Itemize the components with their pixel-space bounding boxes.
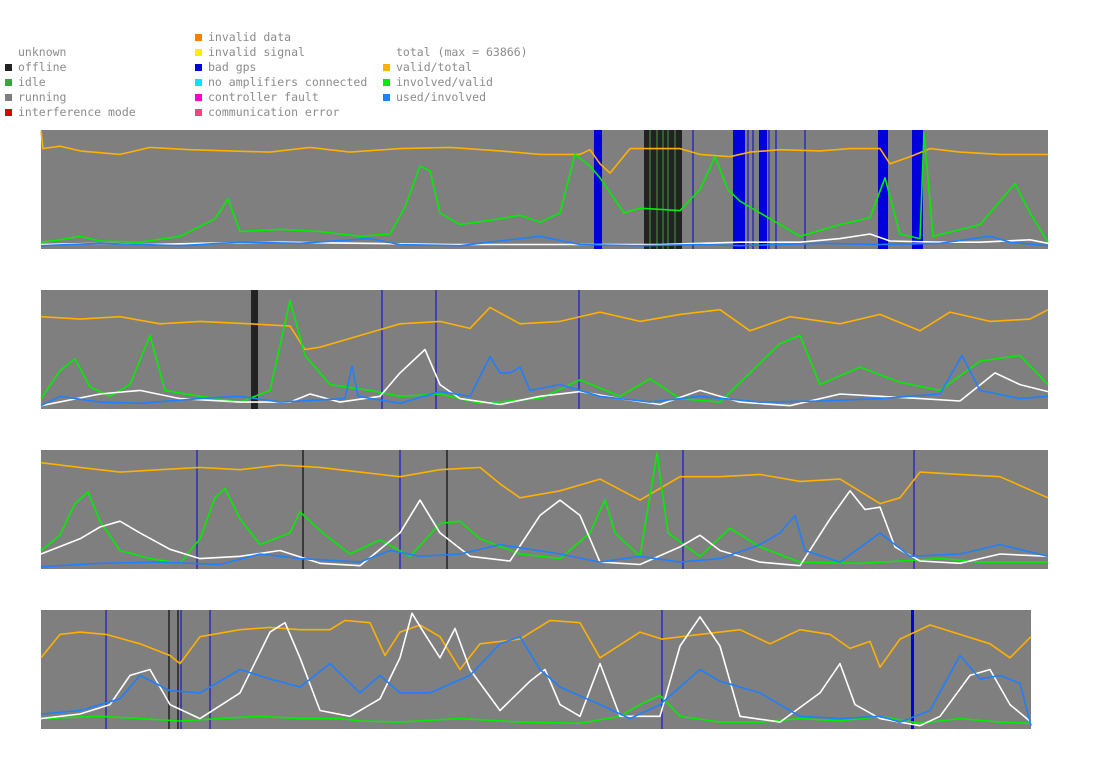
legend-ratios: total (max = 63866) valid/total involved… <box>383 45 528 105</box>
legend-swatch <box>5 94 12 101</box>
series-line-valid-total <box>40 130 1048 174</box>
series-line-valid-total <box>40 619 1032 671</box>
legend-errors: invalid data invalid signal bad gps no a… <box>195 30 367 120</box>
panel-background <box>41 610 1031 729</box>
legend-item-interference-mode: interference mode <box>5 105 136 120</box>
series-line-involved-valid <box>40 452 1048 565</box>
legend-swatch <box>5 109 12 116</box>
legend-swatch <box>195 79 202 86</box>
legend-label: used/involved <box>396 90 487 104</box>
legend-label: invalid signal <box>208 45 305 59</box>
legend-swatch <box>5 64 12 71</box>
legend-item-unknown: unknown <box>5 45 136 60</box>
chart-panel-1 <box>40 130 1049 249</box>
legend-label: unknown <box>18 45 67 59</box>
bad-gps-band <box>594 130 602 249</box>
series-line-used-involved <box>40 235 1049 247</box>
legend-label: running <box>18 90 67 104</box>
series-line-used-involved <box>40 514 1049 568</box>
legend-item-no-amplifiers: no amplifiers connected <box>195 75 367 90</box>
legend-item-total: total (max = 63866) <box>383 45 528 60</box>
bad-gps-band <box>759 130 767 249</box>
legend-label: involved/valid <box>396 75 493 89</box>
legend-label: valid/total <box>396 60 473 74</box>
legend-item-invalid-data: invalid data <box>195 30 367 45</box>
series-line-used-involved <box>40 635 1032 726</box>
panel-background <box>41 290 1048 409</box>
offline-band <box>251 290 258 409</box>
legend-swatch <box>195 64 202 71</box>
legend-swatch <box>5 79 12 86</box>
legend-swatch <box>195 49 202 56</box>
legend-label: bad gps <box>208 60 257 74</box>
series-line-used-involved <box>40 354 1049 407</box>
legend-swatch <box>195 94 202 101</box>
legend-label: communication error <box>208 105 340 119</box>
bad-gps-band <box>912 130 923 249</box>
legend-item-controller-fault: controller fault <box>195 90 367 105</box>
legend-label: offline <box>18 60 67 74</box>
chart-panel-3 <box>40 450 1049 569</box>
chart-panel-4 <box>40 610 1032 729</box>
legend-swatch <box>383 64 390 71</box>
series-line-total <box>40 612 1032 727</box>
legend-label: invalid data <box>208 30 292 44</box>
series-line-total <box>40 489 1049 567</box>
legend-item-running: running <box>5 90 136 105</box>
bad-gps-band <box>733 130 745 249</box>
series-line-valid-total <box>40 306 1049 351</box>
series-line-involved-valid <box>40 132 1049 243</box>
legend-label: idle <box>18 75 46 89</box>
legend-item-involved-valid: involved/valid <box>383 75 528 90</box>
chart-panel-2 <box>40 290 1049 409</box>
legend-swatch <box>383 79 390 86</box>
legend-item-invalid-signal: invalid signal <box>195 45 367 60</box>
legend-item-valid-total: valid/total <box>383 60 528 75</box>
legend-item-offline: offline <box>5 60 136 75</box>
legend-label: controller fault <box>208 90 319 104</box>
legend-swatch <box>195 109 202 116</box>
bad-gps-band <box>911 610 914 729</box>
legend-swatch <box>383 94 390 101</box>
bad-gps-band <box>878 130 888 249</box>
series-line-valid-total <box>40 461 1049 505</box>
legend-item-idle: idle <box>5 75 136 90</box>
legend-label: no amplifiers connected <box>208 75 368 89</box>
legend-label: total (max = 63866) <box>396 45 528 59</box>
legend-item-used-involved: used/involved <box>383 90 528 105</box>
legend-item-bad-gps: bad gps <box>195 60 367 75</box>
legend-label: interference mode <box>18 105 136 119</box>
legend-swatch <box>195 34 202 41</box>
legend-item-communication-error: communication error <box>195 105 367 120</box>
legend-status: unknown offline idle running interferenc… <box>5 45 136 120</box>
